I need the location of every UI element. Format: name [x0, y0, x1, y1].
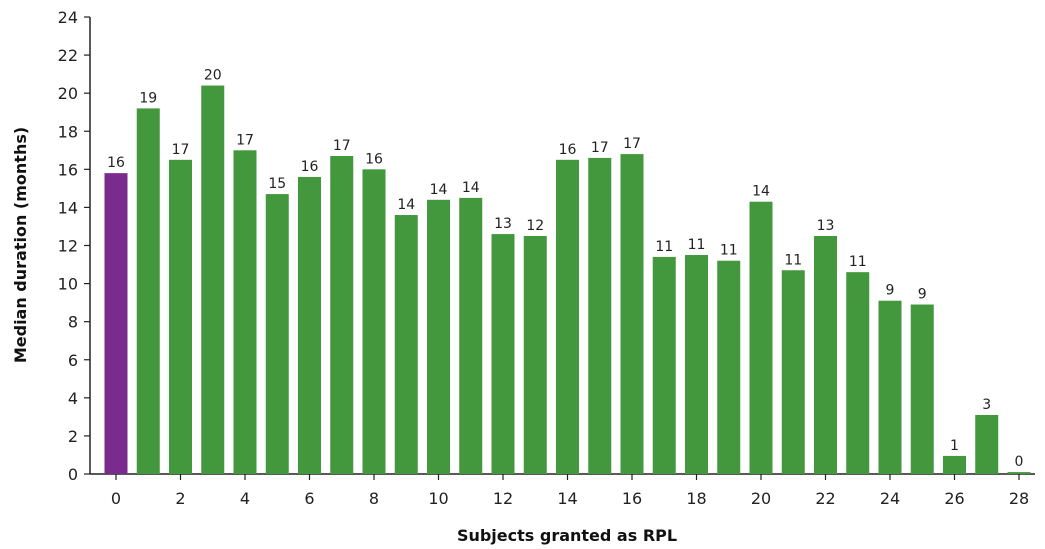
data-label: 11	[720, 243, 738, 259]
bars	[104, 85, 1031, 475]
bar	[781, 270, 805, 474]
x-axis: 0 2 4 6 8 10 12 14 16 18 20 22 24 26 28	[90, 473, 1035, 508]
x-tick-label: 28	[1009, 489, 1029, 508]
data-label: 16	[559, 142, 577, 158]
x-tick-label: 4	[240, 489, 250, 508]
x-tick-label: 0	[111, 489, 121, 508]
y-axis-title: Median duration (months)	[11, 127, 30, 363]
data-label: 11	[849, 254, 867, 270]
data-label: 11	[655, 239, 673, 255]
data-label: 0	[1015, 454, 1024, 470]
data-label: 17	[172, 142, 190, 158]
bar	[556, 159, 579, 474]
bar	[330, 156, 354, 475]
data-label: 14	[397, 197, 415, 213]
y-tick-label: 20	[58, 84, 78, 103]
bar	[975, 414, 999, 474]
data-label: 19	[139, 90, 157, 106]
bar	[1007, 472, 1031, 474]
bar	[943, 455, 966, 474]
data-label: 16	[301, 159, 319, 175]
data-label: 14	[430, 182, 448, 198]
x-tick-label: 18	[686, 489, 706, 508]
x-tick-label: 14	[557, 489, 577, 508]
data-label: 17	[623, 136, 641, 152]
x-tick-label: 12	[493, 489, 513, 508]
data-label: 1	[950, 438, 959, 454]
data-label: 13	[817, 218, 835, 234]
data-label: 14	[462, 180, 480, 196]
y-tick-label: 2	[68, 427, 78, 446]
data-label: 17	[236, 132, 254, 148]
bar	[104, 173, 128, 474]
data-label: 17	[333, 138, 351, 154]
x-tick-label: 6	[304, 489, 314, 508]
data-label: 9	[886, 283, 895, 299]
data-label: 11	[784, 252, 802, 268]
bar	[523, 235, 547, 474]
bar	[620, 154, 644, 474]
y-tick-label: 14	[58, 198, 78, 217]
bar	[491, 234, 515, 474]
y-tick-label: 10	[58, 275, 78, 294]
x-tick-label: 2	[175, 489, 185, 508]
x-tick-label: 8	[369, 489, 379, 508]
y-tick-label: 16	[58, 160, 78, 179]
y-tick-label: 8	[68, 313, 78, 332]
data-label: 13	[494, 216, 512, 232]
y-tick-label: 0	[68, 465, 78, 484]
data-label: 17	[591, 140, 609, 156]
data-label: 3	[982, 397, 991, 413]
bar	[749, 201, 773, 474]
bar	[846, 272, 870, 474]
bar	[136, 108, 160, 475]
data-label: 20	[204, 68, 222, 84]
bar	[814, 235, 837, 474]
x-tick-label: 10	[428, 489, 448, 508]
data-label: 12	[526, 218, 544, 234]
data-label: 11	[688, 237, 706, 253]
data-label: 15	[268, 176, 286, 192]
data-label: 16	[365, 151, 383, 167]
data-label: 14	[752, 184, 770, 200]
y-tick-label: 4	[68, 389, 78, 408]
x-tick-label: 26	[944, 489, 964, 508]
y-tick-label: 6	[68, 351, 78, 370]
y-tick-label: 18	[58, 122, 78, 141]
bar	[298, 176, 321, 474]
x-tick-label: 24	[880, 489, 900, 508]
x-tick-label: 16	[622, 489, 642, 508]
data-label: 16	[107, 155, 125, 171]
bar	[169, 159, 192, 474]
bar	[201, 85, 225, 475]
x-axis-title: Subjects granted as RPL	[457, 526, 677, 545]
bar	[427, 199, 450, 475]
bar	[459, 197, 483, 475]
bar	[265, 194, 289, 474]
bar	[717, 260, 741, 474]
bar	[362, 169, 386, 475]
bar	[394, 215, 418, 475]
bar	[910, 304, 934, 474]
x-tick-label: 20	[751, 489, 771, 508]
bar	[652, 256, 676, 474]
bar	[685, 255, 708, 474]
bar	[233, 150, 257, 474]
data-label: 9	[918, 287, 927, 303]
bar	[588, 157, 612, 475]
y-tick-label: 12	[58, 237, 78, 256]
bar	[878, 300, 902, 474]
y-tick-label: 22	[58, 46, 78, 65]
y-tick-label: 24	[58, 8, 78, 27]
x-tick-label: 22	[815, 489, 835, 508]
